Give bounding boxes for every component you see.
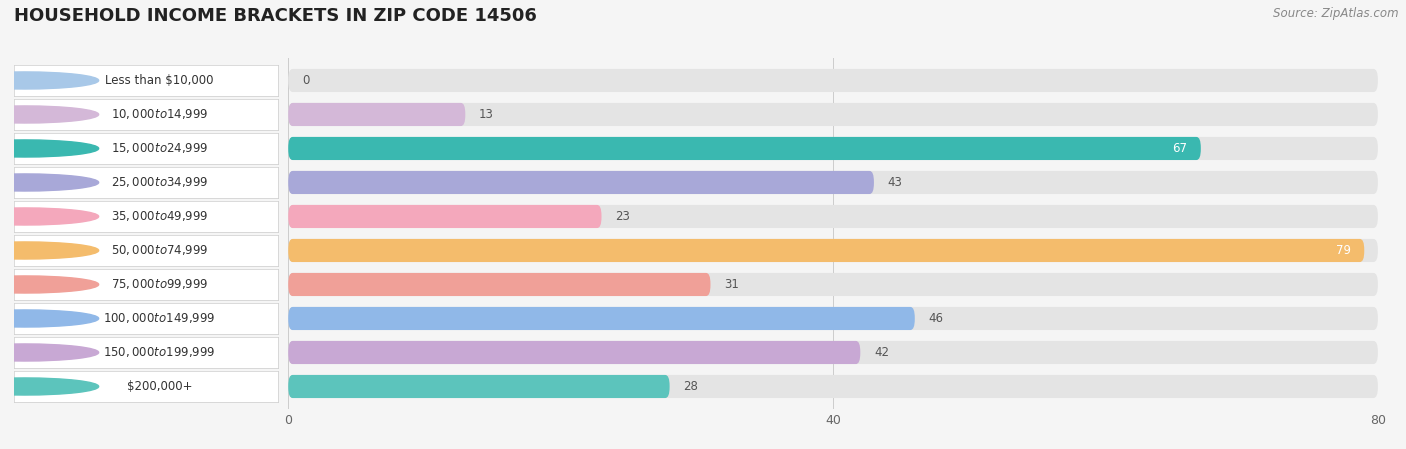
FancyBboxPatch shape — [288, 341, 1378, 364]
Circle shape — [0, 174, 98, 191]
Text: Source: ZipAtlas.com: Source: ZipAtlas.com — [1274, 7, 1399, 20]
FancyBboxPatch shape — [288, 103, 1378, 126]
Text: $75,000 to $99,999: $75,000 to $99,999 — [111, 277, 208, 291]
FancyBboxPatch shape — [288, 239, 1378, 262]
Circle shape — [0, 378, 98, 395]
FancyBboxPatch shape — [288, 205, 602, 228]
FancyBboxPatch shape — [288, 307, 915, 330]
Text: $15,000 to $24,999: $15,000 to $24,999 — [111, 141, 208, 155]
Circle shape — [0, 276, 98, 293]
FancyBboxPatch shape — [288, 239, 1364, 262]
Text: $150,000 to $199,999: $150,000 to $199,999 — [103, 345, 215, 360]
Circle shape — [0, 208, 98, 225]
Text: 79: 79 — [1336, 244, 1351, 257]
Circle shape — [0, 310, 98, 327]
Text: $200,000+: $200,000+ — [127, 380, 193, 393]
FancyBboxPatch shape — [288, 69, 1378, 92]
Text: HOUSEHOLD INCOME BRACKETS IN ZIP CODE 14506: HOUSEHOLD INCOME BRACKETS IN ZIP CODE 14… — [14, 7, 537, 25]
FancyBboxPatch shape — [288, 137, 1201, 160]
Circle shape — [0, 72, 98, 89]
Text: 43: 43 — [887, 176, 903, 189]
Text: $25,000 to $34,999: $25,000 to $34,999 — [111, 176, 208, 189]
Text: 42: 42 — [875, 346, 889, 359]
Text: 0: 0 — [302, 74, 309, 87]
FancyBboxPatch shape — [288, 171, 1378, 194]
Text: 31: 31 — [724, 278, 740, 291]
FancyBboxPatch shape — [288, 341, 860, 364]
FancyBboxPatch shape — [288, 375, 669, 398]
Circle shape — [0, 140, 98, 157]
FancyBboxPatch shape — [288, 171, 875, 194]
Text: $100,000 to $149,999: $100,000 to $149,999 — [103, 312, 215, 326]
Text: 23: 23 — [616, 210, 630, 223]
Text: 46: 46 — [928, 312, 943, 325]
FancyBboxPatch shape — [288, 205, 1378, 228]
Text: Less than $10,000: Less than $10,000 — [105, 74, 214, 87]
Text: 28: 28 — [683, 380, 699, 393]
FancyBboxPatch shape — [288, 307, 1378, 330]
Text: 13: 13 — [479, 108, 494, 121]
FancyBboxPatch shape — [288, 137, 1378, 160]
FancyBboxPatch shape — [288, 375, 1378, 398]
Text: 67: 67 — [1173, 142, 1187, 155]
FancyBboxPatch shape — [288, 103, 465, 126]
Circle shape — [0, 344, 98, 361]
Text: $10,000 to $14,999: $10,000 to $14,999 — [111, 107, 208, 122]
FancyBboxPatch shape — [288, 273, 1378, 296]
Circle shape — [0, 106, 98, 123]
Text: $35,000 to $49,999: $35,000 to $49,999 — [111, 210, 208, 224]
FancyBboxPatch shape — [288, 273, 710, 296]
Text: $50,000 to $74,999: $50,000 to $74,999 — [111, 243, 208, 257]
Circle shape — [0, 242, 98, 259]
